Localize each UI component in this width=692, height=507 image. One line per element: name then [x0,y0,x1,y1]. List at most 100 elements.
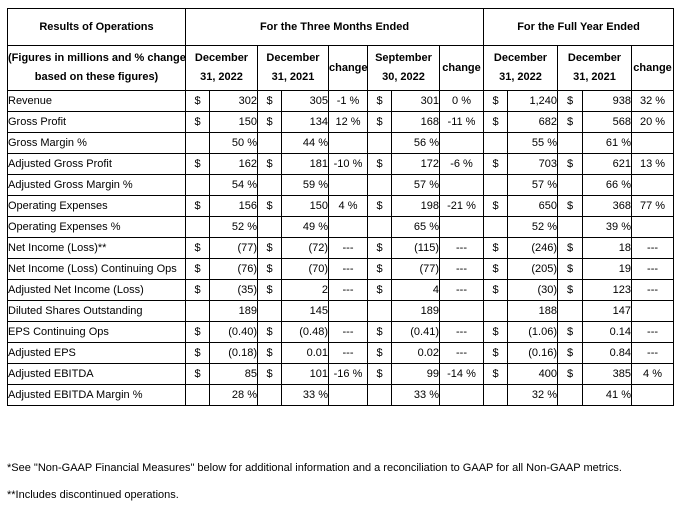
dollar-sign-cell [367,300,392,322]
change-cell: 4 % [630,363,675,385]
section-header-three-months: For the Three Months Ended [185,8,484,46]
dollar-sign-cell: $ [257,237,282,259]
col-header-change-2: change [439,45,484,91]
change-cell: --- [630,237,675,259]
dollar-sign-cell: $ [257,111,282,133]
change-cell [630,300,675,322]
value-cell: 134 [281,111,329,133]
dollar-sign-cell: $ [557,153,583,175]
row-label: Operating Expenses [7,195,186,217]
change-cell: 0 % [439,90,484,112]
value-cell: 57 % [391,174,440,196]
dollar-sign-cell: $ [367,321,392,343]
dollar-sign-cell [185,300,210,322]
value-cell: 147 [582,300,632,322]
value-cell: 150 [281,195,329,217]
value-cell: 302 [209,90,258,112]
table-row: Operating Expenses % 52 % 49 % 65 % 52 %… [7,216,675,238]
change-cell: --- [439,321,484,343]
dollar-sign-cell: $ [557,321,583,343]
table-row: Adjusted Gross Margin % 54 % 59 % 57 % 5… [7,174,675,196]
value-cell: 57 % [507,174,558,196]
dollar-sign-cell [257,216,282,238]
value-cell: (70) [281,258,329,280]
value-cell: 0.01 [281,342,329,364]
value-cell: 682 [507,111,558,133]
dollar-sign-cell: $ [557,111,583,133]
col-header-q-dec-2021: December 31, 2021 [257,45,329,91]
value-cell: 188 [507,300,558,322]
dollar-sign-cell: $ [257,195,282,217]
dollar-sign-cell [483,384,508,406]
value-cell: 66 % [582,174,632,196]
change-cell: -11 % [439,111,484,133]
change-cell [439,216,484,238]
table-row: Revenue $ 302 $ 305 -1 % $ 301 0 % $ 1,2… [7,90,675,112]
dollar-sign-cell: $ [367,153,392,175]
row-label: Net Income (Loss) Continuing Ops [7,258,186,280]
row-label: Adjusted EBITDA [7,363,186,385]
row-label: Adjusted EBITDA Margin % [7,384,186,406]
value-cell: 1,240 [507,90,558,112]
change-cell [439,132,484,154]
change-cell: -21 % [439,195,484,217]
dollar-sign-cell: $ [483,195,508,217]
value-cell: (205) [507,258,558,280]
col-header-change-3: change [630,45,675,91]
dollar-sign-cell: $ [483,111,508,133]
value-cell: (77) [209,237,258,259]
value-cell: 938 [582,90,632,112]
change-cell: --- [630,258,675,280]
table-subtitle: (Figures in millions and % change based o… [7,45,186,91]
dollar-sign-cell: $ [557,90,583,112]
table-row: Net Income (Loss)** $ (77) $ (72) --- $ … [7,237,675,259]
change-cell [439,300,484,322]
results-of-operations-table: Results of Operations For the Three Mont… [7,8,675,406]
value-cell: (1.06) [507,321,558,343]
dollar-sign-cell: $ [257,258,282,280]
value-cell: (72) [281,237,329,259]
dollar-sign-cell: $ [257,153,282,175]
dollar-sign-cell [367,384,392,406]
col-header-q-sep-2022: September 30, 2022 [367,45,440,91]
dollar-sign-cell: $ [367,363,392,385]
change-cell: 12 % [328,111,368,133]
table-row: Adjusted EBITDA Margin % 28 % 33 % 33 % … [7,384,675,406]
value-cell: 400 [507,363,558,385]
dollar-sign-cell: $ [367,195,392,217]
dollar-sign-cell [557,174,583,196]
row-label: Operating Expenses % [7,216,186,238]
change-cell: --- [328,237,368,259]
subtitle-line1: (Figures in millions and % change [8,52,186,64]
dollar-sign-cell: $ [185,237,210,259]
dollar-sign-cell: $ [185,363,210,385]
table-body: Revenue $ 302 $ 305 -1 % $ 301 0 % $ 1,2… [7,90,675,406]
col-header-q-dec-2022: December 31, 2022 [185,45,258,91]
change-cell: --- [439,279,484,301]
value-cell: 156 [209,195,258,217]
value-cell: 123 [582,279,632,301]
value-cell: 145 [281,300,329,322]
dollar-sign-cell: $ [257,342,282,364]
change-cell: 4 % [328,195,368,217]
value-cell: 49 % [281,216,329,238]
value-cell: (0.48) [281,321,329,343]
dollar-sign-cell: $ [185,321,210,343]
dollar-sign-cell: $ [483,90,508,112]
dollar-sign-cell [185,216,210,238]
change-cell: --- [630,321,675,343]
value-cell: 368 [582,195,632,217]
dollar-sign-cell: $ [257,321,282,343]
dollar-sign-cell [257,300,282,322]
change-cell: 20 % [630,111,675,133]
row-label: Adjusted Gross Margin % [7,174,186,196]
value-cell: (0.18) [209,342,258,364]
row-label: Adjusted Gross Profit [7,153,186,175]
value-cell: 41 % [582,384,632,406]
value-cell: 703 [507,153,558,175]
value-cell: 0.84 [582,342,632,364]
change-cell: 13 % [630,153,675,175]
dollar-sign-cell [367,174,392,196]
value-cell: (246) [507,237,558,259]
